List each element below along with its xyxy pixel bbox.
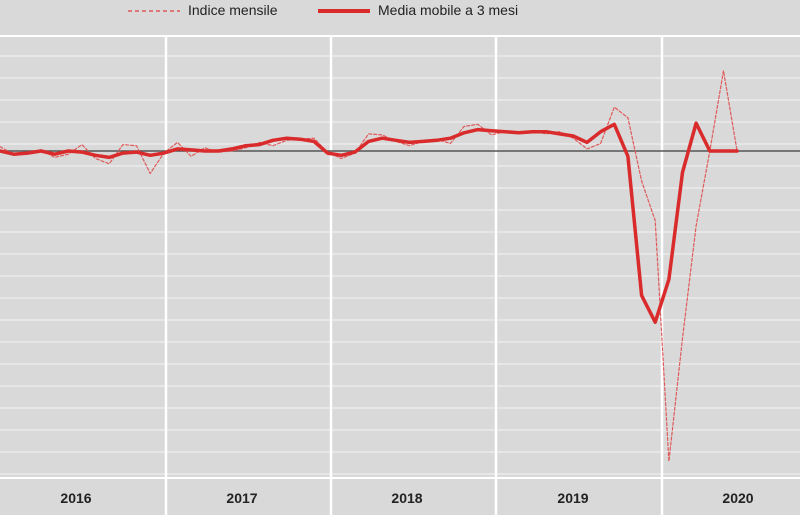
year-dividers	[164, 36, 664, 515]
x-axis: 2016 2017 2018 2019 2020	[60, 490, 753, 506]
x-tick-label-2018: 2018	[391, 490, 422, 506]
series-line-moving-average	[0, 121, 739, 324]
legend-label-moving-avg: Media mobile a 3 mesi	[378, 2, 518, 18]
x-tick-label-2017: 2017	[226, 490, 257, 506]
series-layer	[0, 70, 739, 462]
legend-label-monthly: Indice mensile	[188, 2, 278, 18]
x-tick-label-2020: 2020	[722, 490, 753, 506]
gridlines	[0, 35, 800, 479]
x-tick-label-2019: 2019	[557, 490, 588, 506]
series-line-monthly-index	[0, 70, 738, 462]
legend: Indice mensile Media mobile a 3 mesi	[128, 2, 518, 18]
x-tick-label-2016: 2016	[60, 490, 91, 506]
